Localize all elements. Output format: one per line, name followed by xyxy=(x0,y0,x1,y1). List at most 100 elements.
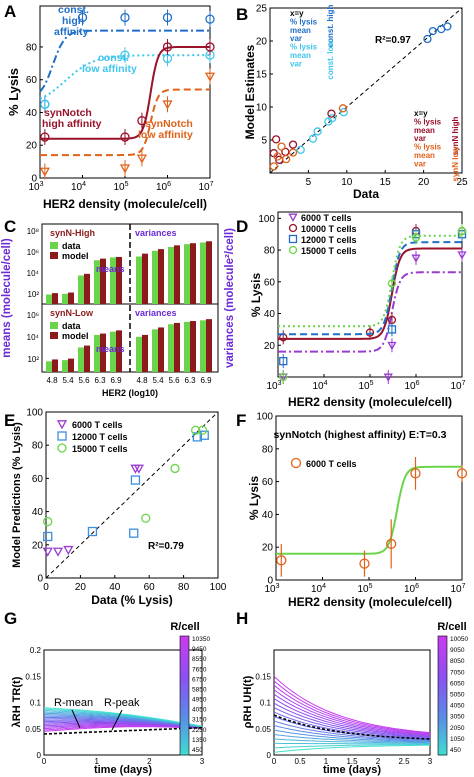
d-xtick-label: 105 xyxy=(358,380,373,392)
h-colorbar-segment xyxy=(438,701,447,705)
b-point-synN_low xyxy=(269,162,278,171)
b-r2-annotation: R²=0.97 xyxy=(375,35,411,46)
panel-letter-d: D xyxy=(236,217,248,236)
c-xtick-label: 6.9 xyxy=(110,376,122,385)
d-point xyxy=(411,254,421,263)
b-point-synN_high xyxy=(327,109,336,118)
b-legend-top-item: % lysis xyxy=(290,17,318,26)
c-means-label: means xyxy=(96,264,125,274)
c-bar-model-means xyxy=(84,345,90,372)
c-bar-data-var xyxy=(200,320,206,372)
d-point xyxy=(457,226,467,236)
h-ytick-label: 0 xyxy=(267,751,272,760)
d-xtick-label: 107 xyxy=(450,380,465,392)
a-point xyxy=(137,116,147,126)
c-bar-data-means xyxy=(78,275,84,304)
a-point xyxy=(205,42,215,52)
g-colorbar-tick: 10350 xyxy=(192,636,210,643)
g-ytick-label: 0 xyxy=(37,751,42,760)
d-point xyxy=(387,341,397,351)
c-bar-model-var xyxy=(158,249,164,304)
b-point-synN_low xyxy=(277,142,286,151)
a-ytick-label: 80 xyxy=(26,42,38,53)
c-ytick-label: 10⁶ xyxy=(27,311,39,320)
e-r2-annotation: R²=0.79 xyxy=(148,541,184,552)
panel-b-ylabel: Model Estimates xyxy=(243,44,257,139)
b-point-const_low xyxy=(308,134,318,143)
g-colorbar-segment xyxy=(180,644,189,649)
c-bar-model-var xyxy=(206,319,212,372)
h-colorbar-segment xyxy=(438,659,447,664)
e-point xyxy=(42,547,53,557)
e-ytick-label: 40 xyxy=(32,507,44,518)
g-colorbar-segment xyxy=(180,668,189,673)
g-xtick-label: 0 xyxy=(42,757,47,766)
b-legend-top-item: var xyxy=(290,34,302,43)
panel-c-xlabel: HER2 (log10) xyxy=(102,388,158,398)
h-curve xyxy=(273,707,431,739)
panel-g: 0 1 2 3 0 0.05 0.1 0.15 0.2 10350 9450 8550 7650 675… xyxy=(11,621,210,776)
g-colorbar-segment xyxy=(180,698,189,702)
g-colorbar-tick: 6750 xyxy=(192,676,207,683)
a-point xyxy=(39,167,50,177)
e-ytick-label: 20 xyxy=(32,540,44,551)
e-xtick-label: 100 xyxy=(210,582,227,593)
panel-letter-b: B xyxy=(236,5,248,24)
g-colorbar-segment xyxy=(180,671,189,676)
e-legend-label: 15000 T cells xyxy=(72,444,128,454)
f-xtick-exp: 6 xyxy=(415,583,419,590)
h-mean-curve xyxy=(273,714,431,740)
a-curve-3 xyxy=(40,88,210,157)
panel-letter-c: C xyxy=(4,217,16,236)
panel-h: 0 0.5 1 1.5 2 2.5 3 0 0.05 0.1 0.15 10050 9050 8050 7… xyxy=(242,621,468,776)
g-colorbar-tick: 5850 xyxy=(192,686,207,693)
a-xtick-exp: 4 xyxy=(82,181,86,188)
a-xtick-exp: 7 xyxy=(210,181,214,188)
g-colorbar-segment xyxy=(180,728,189,732)
e-xtick-label: 0 xyxy=(43,582,49,593)
h-colorbar-tick: 1050 xyxy=(450,736,465,743)
d-legend-marker xyxy=(288,213,298,222)
g-colorbar-segment xyxy=(180,650,189,655)
a-point xyxy=(40,132,50,142)
g-colorbar-segment xyxy=(180,686,189,691)
c-legend-data-swatch xyxy=(50,322,58,329)
c-bar-data-var xyxy=(168,247,174,304)
c-bar-model-var xyxy=(142,334,148,372)
c-bar-data-var xyxy=(152,250,158,304)
b-legend-top-item: mean xyxy=(290,51,311,60)
panel-letter-e: E xyxy=(4,411,15,430)
h-colorbar-segment xyxy=(438,731,447,735)
panel-e-frame xyxy=(45,411,219,579)
panel-c-ylabel-right: variances (molecule²/cell) xyxy=(224,228,236,368)
f-point xyxy=(359,558,370,569)
panel-letter-g: G xyxy=(4,609,17,628)
h-curve xyxy=(273,729,431,742)
panel-b-frame xyxy=(269,7,463,174)
f-xtick-exp: 5 xyxy=(369,583,373,590)
e-ytick-label: 0 xyxy=(37,574,43,585)
c-bar-data-means xyxy=(46,294,52,304)
d-ytick-label: 100 xyxy=(258,214,275,225)
h-colorbar-segment xyxy=(438,668,447,673)
d-xtick-exp: 7 xyxy=(462,380,466,387)
h-curve xyxy=(273,684,431,735)
h-colorbar-tick: 450 xyxy=(450,747,461,754)
f-xtick-exp: 3 xyxy=(276,583,280,590)
c-bar-data-means xyxy=(62,293,68,304)
h-xtick-label: 2 xyxy=(376,757,381,766)
h-colorbar-segment xyxy=(438,728,447,732)
h-colorbar-tick: 8050 xyxy=(450,658,465,665)
h-colorbar-segment xyxy=(438,662,447,667)
f-xtick-label: 104 xyxy=(311,583,326,595)
h-curve xyxy=(273,702,431,738)
d-xtick-exp: 3 xyxy=(278,380,282,387)
h-colorbar-segment xyxy=(438,749,447,753)
c-subpanel-title: synN-High xyxy=(50,228,95,238)
c-ytick-label: 10⁴ xyxy=(27,269,40,278)
f-ytick-label: 80 xyxy=(262,444,274,455)
c-bar-model-means xyxy=(84,273,90,304)
h-colorbar-tick: 10050 xyxy=(450,636,468,643)
a-point xyxy=(205,14,215,24)
